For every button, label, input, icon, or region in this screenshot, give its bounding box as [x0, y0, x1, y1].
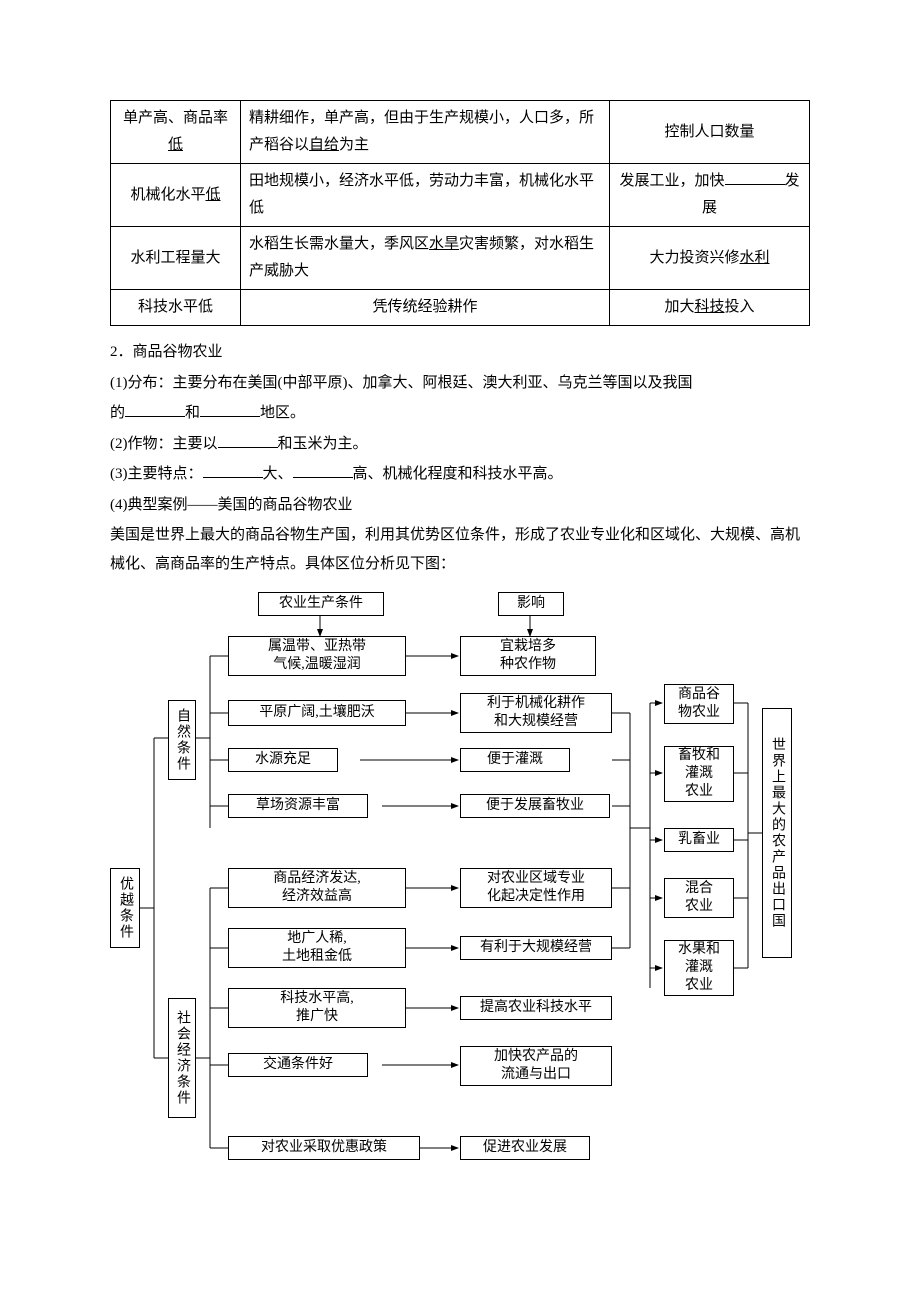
- output-0: 商品谷物农业: [664, 684, 734, 724]
- nat-eff-2: 便于灌溉: [460, 748, 570, 772]
- nat-eff-0: 宜栽培多种农作物: [460, 636, 596, 676]
- blank-crop[interactable]: [218, 433, 278, 448]
- nat-cond-3: 草场资源丰富: [228, 794, 368, 818]
- nat-eff-3: 便于发展畜牧业: [460, 794, 610, 818]
- soc-cond-3: 交通条件好: [228, 1053, 368, 1077]
- cell-reason-1: 精耕细作，单产高，但由于生产规模小，人口多，所产稻谷以自给为主: [241, 101, 610, 164]
- p3: (3)主要特点： 大、 高、机械化程度和科技水平高。: [110, 460, 810, 489]
- soc-eff-4: 促进农业发展: [460, 1136, 590, 1160]
- blank-feature-1[interactable]: [203, 463, 263, 478]
- feature-table: 单产高、商品率低 精耕细作，单产高，但由于生产规模小，人口多，所产稻谷以自给为主…: [110, 100, 810, 326]
- nat-cond-0: 属温带、亚热带气候,温暖湿润: [228, 636, 406, 676]
- p3-prefix: (3)主要特点：: [110, 466, 203, 482]
- p1-line2: 的 和 地区。: [110, 399, 810, 428]
- cell-solution-4: 加大科技投入: [610, 290, 810, 326]
- blank-feature-2[interactable]: [293, 463, 353, 478]
- cell-solution-2: 发展工业，加快发展: [610, 164, 810, 227]
- cat-social: 社会经济条件: [168, 998, 196, 1118]
- soc-eff-1: 有利于大规模经营: [460, 936, 612, 960]
- cell-feature-2: 机械化水平低: [111, 164, 241, 227]
- final-box: 世界上最大的农产品出口国: [762, 708, 792, 958]
- cell-reason-2: 田地规模小，经济水平低，劳动力丰富，机械化水平低: [241, 164, 610, 227]
- flow-diagram: 农业生产条件 影响 优越条件 自然条件 社会经济条件 属温带、亚热带气候,温暖湿…: [110, 588, 810, 1168]
- soc-cond-1: 地广人稀,土地租金低: [228, 928, 406, 968]
- soc-eff-0: 对农业区域专业化起决定性作用: [460, 868, 612, 908]
- p4: (4)典型案例——美国的商品谷物农业: [110, 491, 810, 520]
- soc-eff-2: 提高农业科技水平: [460, 996, 612, 1020]
- p1-line1: (1)分布：主要分布在美国(中部平原)、加拿大、阿根廷、澳大利亚、乌克兰等国以及…: [110, 369, 810, 398]
- header-eff: 影响: [498, 592, 564, 616]
- output-3: 混合农业: [664, 878, 734, 918]
- p5: 美国是世界上最大的商品谷物生产国，利用其优势区位条件，形成了农业专业化和区域化、…: [110, 521, 810, 578]
- header-cond: 农业生产条件: [258, 592, 384, 616]
- soc-cond-4: 对农业采取优惠政策: [228, 1136, 420, 1160]
- cell-reason-4: 凭传统经验耕作: [241, 290, 610, 326]
- cell-feature-1: 单产高、商品率低: [111, 101, 241, 164]
- p3-suffix: 高、机械化程度和科技水平高。: [353, 466, 563, 482]
- nat-cond-1: 平原广阔,土壤肥沃: [228, 700, 406, 726]
- p2-suffix: 和玉米为主。: [278, 436, 368, 452]
- p2-prefix: (2)作物：主要以: [110, 436, 218, 452]
- cell-solution-1: 控制人口数量: [610, 101, 810, 164]
- soc-eff-3: 加快农产品的流通与出口: [460, 1046, 612, 1086]
- cell-reason-3: 水稻生长需水量大，季风区水旱灾害频繁，对水稻生产威胁大: [241, 227, 610, 290]
- output-4: 水果和灌溉农业: [664, 940, 734, 996]
- p1b-mid: 和: [185, 405, 200, 421]
- cell-feature-3: 水利工程量大: [111, 227, 241, 290]
- output-2: 乳畜业: [664, 828, 734, 852]
- nat-eff-1: 利于机械化耕作和大规模经营: [460, 693, 612, 733]
- section-heading: 2．商品谷物农业: [110, 338, 810, 367]
- blank-region-2[interactable]: [200, 402, 260, 417]
- p1b-prefix: 的: [110, 405, 125, 421]
- cell-feature-4: 科技水平低: [111, 290, 241, 326]
- cat-natural: 自然条件: [168, 700, 196, 780]
- p3-mid: 大、: [263, 466, 293, 482]
- cell-solution-3: 大力投资兴修水利: [610, 227, 810, 290]
- blank-region-1[interactable]: [125, 402, 185, 417]
- root-box: 优越条件: [110, 868, 140, 948]
- nat-cond-2: 水源充足: [228, 748, 338, 772]
- p1b-suffix: 地区。: [260, 405, 305, 421]
- soc-cond-2: 科技水平高,推广快: [228, 988, 406, 1028]
- soc-cond-0: 商品经济发达,经济效益高: [228, 868, 406, 908]
- output-1: 畜牧和灌溉农业: [664, 746, 734, 802]
- p2: (2)作物：主要以 和玉米为主。: [110, 430, 810, 459]
